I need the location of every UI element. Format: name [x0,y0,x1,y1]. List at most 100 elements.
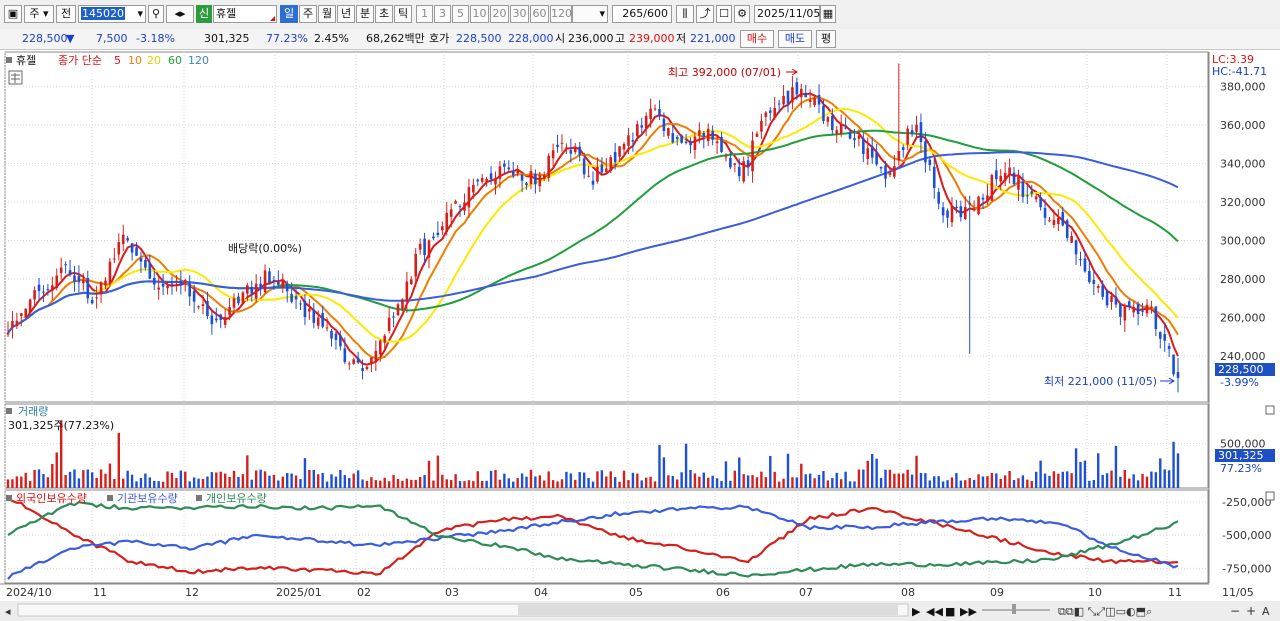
volume-bar [396,478,400,488]
chart-tools-icon[interactable]: ⧉⧉◧ ⤡⤢◫▭◐⬒⌕ [1058,605,1152,618]
volume-panel-close-icon[interactable] [1265,405,1275,415]
volume-bar [463,481,466,488]
nav-rewind-button[interactable]: ◀◀ [926,605,943,618]
holdings-panel-close-icon[interactable] [1265,491,1275,501]
candle-body [312,309,316,323]
candle-type-icon[interactable]: ⫼ [676,5,694,23]
high-price: 239,000 [629,32,675,45]
trend-tool-icon[interactable]: ⤴ [696,5,714,23]
volume-bar [631,472,635,488]
candle-body [42,291,45,293]
volume-bar [946,480,949,488]
volume-bar [1088,480,1091,488]
layout-icon[interactable]: ▣ [4,5,22,23]
bottom-navigation: ◂ ▶ ◀◀ ■ ▶▶ ⧉⧉◧ ⤡⤢◫▭◐⬒⌕ − + A [0,601,1280,621]
candle-body [1083,258,1087,272]
time-tick-label: 05 [629,586,643,599]
search-icon[interactable]: ⚲ [148,5,164,23]
volume-bar [1097,453,1100,488]
gear-icon[interactable]: ⚙ [734,5,750,23]
sell-button[interactable]: 매도 [778,30,812,48]
interval-button[interactable]: 60 [530,5,549,23]
volume-bar [720,481,723,488]
candle-body [853,138,856,141]
candle-body [219,314,223,320]
candle-body [33,290,36,300]
stock-name-field[interactable]: 휴젤 [213,5,277,23]
candle-body [299,303,302,305]
candle-body [808,100,812,102]
period-tab[interactable]: 주 [299,5,317,23]
buy-button[interactable]: 매수 [740,30,774,48]
volume-bar [281,476,284,488]
time-tick-label: 09 [990,586,1004,599]
candle-body [831,115,834,131]
volume-bar [649,476,652,488]
nav-play-button[interactable]: ▶ [912,605,921,618]
count-input[interactable]: 265/600 [612,5,672,23]
zoom-in-icon[interactable]: + [1246,604,1256,618]
candle-body [201,304,205,306]
view-label: 전 [60,7,72,20]
interval-button[interactable]: 1 [416,5,433,23]
period-tab[interactable]: 분 [356,5,374,23]
candle-body [1154,306,1158,330]
date-input[interactable]: 2025/11/05 [754,5,820,23]
nav-stop-button[interactable]: ■ [945,605,955,618]
candle-body [684,141,688,144]
volume-bar [445,479,448,488]
volume-bar [6,479,10,488]
volume-bar [370,477,373,488]
candle-body [910,130,914,134]
candle-body [1039,197,1042,208]
volume-bar [1048,475,1051,488]
volume-bar [472,481,475,488]
stock-chart[interactable]: 240,000 260,000 280,000 300,000 320,000 340,0… [0,50,1280,621]
font-size-icon[interactable]: A [1262,605,1270,618]
candle-body [144,260,147,268]
candle-body [751,140,754,172]
interval-button[interactable]: 10 [470,5,489,23]
scrollbar-thumb[interactable] [518,605,898,615]
open-label: 시 [555,32,566,45]
view-toggle[interactable]: 전 [56,5,76,23]
calendar-icon[interactable]: ▦ [820,5,836,23]
interval-select[interactable]: ▾ [572,5,608,23]
nav-forward-button[interactable]: ▶▶ [960,605,977,618]
candle-body [1048,220,1051,222]
period-tab[interactable]: 년 [337,5,355,23]
checkbox-icon[interactable]: ☐ [716,5,732,23]
period-tab[interactable]: 초 [375,5,393,23]
candle-body [1092,279,1096,284]
evaluation-button[interactable]: 평 [816,30,836,48]
candle-body [870,146,874,158]
volume-bar [432,480,435,488]
candle-body [197,306,200,308]
market-select[interactable]: 주 ▾ [24,5,54,23]
volume-bar [866,460,869,488]
speaker-icon[interactable]: ◂▸ [166,5,194,23]
low-arrow-icon [1160,377,1175,385]
candle-body [476,179,480,182]
candle-body [1061,212,1065,226]
candle-body [1136,303,1140,315]
quote-bar: 228,500 ▼ 7,500 -3.18% 301,325 77.23% 2.… [0,29,1280,50]
scroll-left-icon[interactable]: ◂ [5,605,11,618]
interval-button[interactable]: 5 [452,5,469,23]
zoom-out-icon[interactable]: − [1230,604,1240,618]
last-pct-tag: -3.99% [1220,376,1259,389]
interval-button[interactable]: 30 [510,5,529,23]
zoom-slider-thumb[interactable] [1012,604,1016,614]
interval-button[interactable]: 20 [490,5,509,23]
stock-code-input[interactable]: 145020 ▾ [78,5,146,23]
volume-bar [684,443,688,488]
time-tick-label: 12 [185,586,199,599]
period-tab[interactable]: 일 [280,5,298,23]
candle-body [671,133,675,143]
candle-body [569,150,573,154]
period-tab[interactable]: 월 [318,5,336,23]
period-tab[interactable]: 틱 [394,5,412,23]
interval-button[interactable]: 120 [550,5,572,23]
interval-button[interactable]: 3 [434,5,451,23]
candle-body [73,275,76,282]
